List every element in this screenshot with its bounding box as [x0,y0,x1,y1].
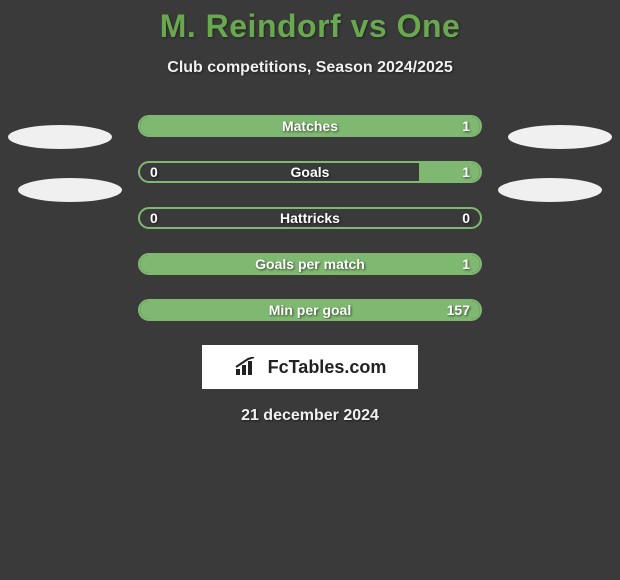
date-label: 21 december 2024 [0,407,620,425]
stat-value-right: 1 [462,256,470,272]
stat-label: Min per goal [269,302,351,318]
stat-row-hattricks: 0 Hattricks 0 [138,207,482,229]
stat-label: Hattricks [280,210,340,226]
stat-label: Matches [282,118,338,134]
stat-value-right: 1 [462,118,470,134]
stat-value-right: 157 [447,302,470,318]
stat-value-left: 0 [150,164,158,180]
stat-label: Goals per match [255,256,365,272]
team-disc-left-2 [18,178,122,202]
brand-badge: FcTables.com [202,345,418,389]
stat-label: Goals [291,164,330,180]
team-disc-right-1 [508,125,612,149]
stat-value-right: 0 [462,210,470,226]
subtitle: Club competitions, Season 2024/2025 [0,59,620,77]
brand-chart-icon [234,357,262,377]
stat-row-goals-per-match: Goals per match 1 [138,253,482,275]
comparison-card: M. Reindorf vs One Club competitions, Se… [0,0,620,425]
team-disc-right-2 [498,178,602,202]
page-title: M. Reindorf vs One [0,0,620,45]
stat-fill [419,163,480,181]
stat-row-matches: Matches 1 [138,115,482,137]
stat-row-goals: 0 Goals 1 [138,161,482,183]
brand-text: FcTables.com [268,357,387,378]
stat-value-left: 0 [150,210,158,226]
team-disc-left-1 [8,125,112,149]
stat-row-min-per-goal: Min per goal 157 [138,299,482,321]
stats-block: Matches 1 0 Goals 1 0 Hattricks 0 Goals … [138,115,482,321]
stat-value-right: 1 [462,164,470,180]
